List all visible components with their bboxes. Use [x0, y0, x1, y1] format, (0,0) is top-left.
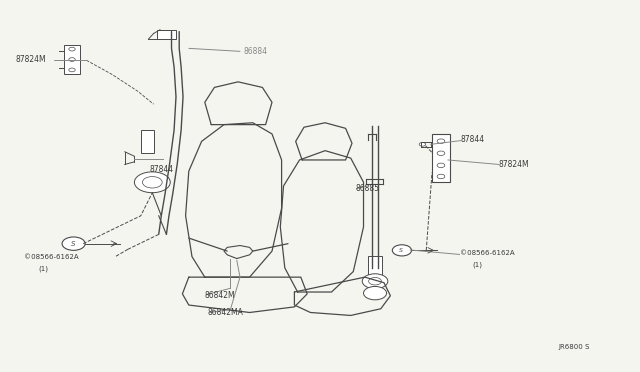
Text: 87824M: 87824M: [499, 160, 529, 169]
Circle shape: [69, 68, 76, 72]
Bar: [157, 30, 176, 39]
Circle shape: [362, 274, 388, 289]
Circle shape: [364, 286, 387, 300]
Text: 87844: 87844: [149, 165, 173, 174]
Text: ©08566-6162A: ©08566-6162A: [460, 250, 514, 256]
Bar: [64, 45, 80, 74]
Text: 87824M: 87824M: [16, 55, 47, 64]
Circle shape: [437, 174, 445, 179]
Text: 87844: 87844: [461, 135, 485, 144]
Text: 86842M: 86842M: [205, 291, 236, 300]
Circle shape: [134, 172, 170, 193]
Text: (1): (1): [38, 265, 49, 272]
Circle shape: [369, 278, 381, 285]
Text: S: S: [70, 241, 76, 247]
Text: 86885: 86885: [355, 184, 380, 193]
Circle shape: [437, 163, 445, 167]
Text: 86884: 86884: [243, 47, 268, 56]
Circle shape: [62, 237, 85, 250]
Circle shape: [392, 245, 412, 256]
Text: S: S: [399, 248, 403, 253]
Bar: [432, 134, 450, 182]
Text: (1): (1): [472, 262, 483, 268]
Circle shape: [419, 142, 426, 146]
Text: 86842MA: 86842MA: [208, 308, 244, 317]
Text: JR6800 S: JR6800 S: [558, 344, 589, 350]
Circle shape: [437, 151, 445, 155]
Circle shape: [437, 139, 445, 143]
Circle shape: [69, 47, 76, 51]
Text: ©08566-6162A: ©08566-6162A: [24, 254, 79, 260]
Bar: [368, 256, 382, 275]
Circle shape: [69, 58, 76, 61]
Circle shape: [143, 177, 162, 188]
Bar: [141, 130, 154, 153]
